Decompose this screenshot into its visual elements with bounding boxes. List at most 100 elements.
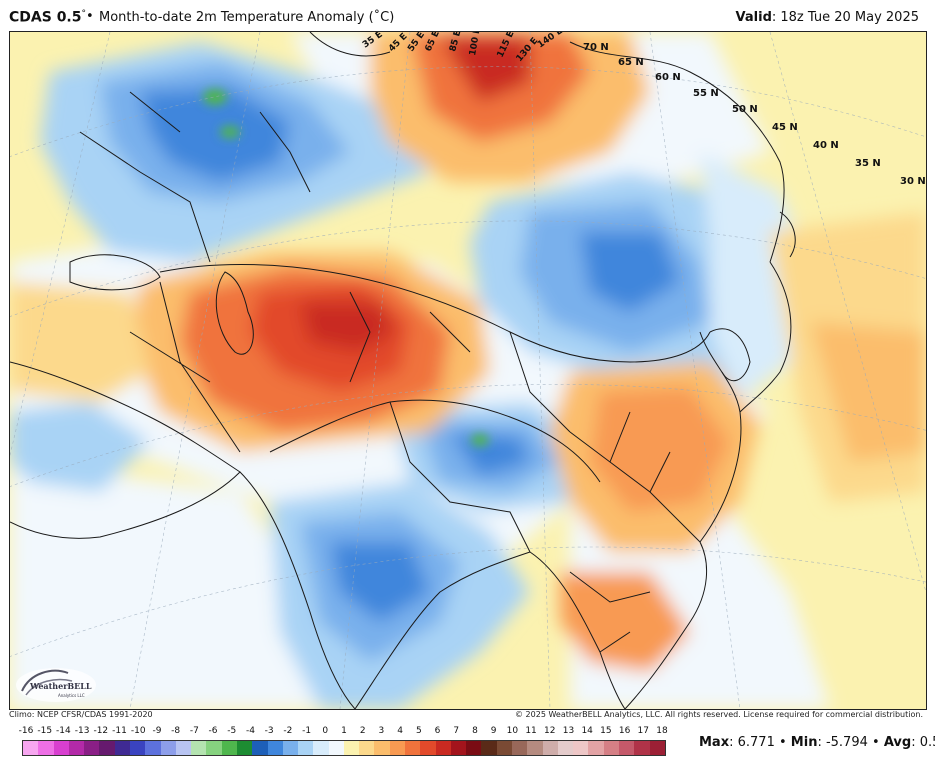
legend-tick-label: -14: [56, 726, 71, 736]
legend-tick-label: -5: [227, 726, 237, 736]
legend-tick-label: -15: [37, 726, 53, 736]
legend-swatch: [527, 741, 543, 755]
legend-tick-label: 10: [506, 726, 519, 736]
svg-text:Analytics LLC: Analytics LLC: [58, 693, 85, 698]
legend-swatch: [145, 741, 161, 755]
legend-tick-label: -16: [18, 726, 34, 736]
svg-text:WeatherBELL: WeatherBELL: [29, 681, 92, 691]
legend-swatch: [466, 741, 482, 755]
legend-swatch: [618, 741, 635, 755]
legend-swatch: [512, 741, 528, 755]
legend-swatch: [206, 741, 222, 755]
lat-label: 60 N: [655, 72, 681, 83]
legend-swatch: [267, 741, 283, 755]
legend-tick-label: 4: [397, 726, 403, 736]
green-patches: [203, 89, 489, 446]
legend-tick-label: 14: [581, 726, 593, 736]
legend-tick-label: 11: [525, 726, 537, 736]
copyright-note: © 2025 WeatherBELL Analytics, LLC. All r…: [515, 710, 923, 719]
legend-tick-label: -11: [112, 726, 127, 736]
legend-swatch: [420, 741, 436, 755]
legend-swatch: [236, 741, 253, 755]
legend-tick-label: 1: [341, 726, 347, 736]
legend-tick-label: 13: [562, 726, 575, 736]
legend-tick-label: -12: [93, 726, 109, 736]
legend-tick-label: -2: [283, 726, 293, 736]
legend-tick-label: -6: [208, 726, 218, 736]
legend-tick-label: 15: [600, 726, 612, 736]
legend-swatch: [435, 741, 451, 755]
legend-swatch: [129, 741, 146, 755]
legend-swatch: [252, 741, 268, 755]
legend-tick-label: -7: [189, 726, 199, 736]
legend-tick-label: -3: [264, 726, 274, 736]
climo-note: Climo: NCEP CFSR/CDAS 1991-2020: [9, 710, 153, 719]
legend-tick-label: 18: [656, 726, 668, 736]
legend-swatch: [649, 741, 665, 755]
legend-swatch: [450, 741, 467, 755]
anomaly-map: 35 E 45 E 55 E 65 E 85 E 100 E 115 E 130…: [9, 31, 927, 710]
legend-swatch: [23, 741, 39, 755]
legend-swatch: [282, 741, 299, 755]
legend-swatch: [573, 741, 589, 755]
legend-swatch: [542, 741, 558, 755]
legend-swatch: [68, 741, 85, 755]
lat-label: 70 N: [583, 42, 609, 53]
legend-swatch: [38, 741, 54, 755]
valid-time: Valid: 18z Tue 20 May 2025: [735, 10, 919, 25]
legend-swatch: [359, 741, 375, 755]
legend-tick-label: -4: [245, 726, 255, 736]
legend-tick-label: 17: [637, 726, 650, 736]
color-legend-swatches: [22, 740, 666, 756]
legend-swatch: [374, 741, 390, 755]
legend-tick-label: 16: [618, 726, 631, 736]
legend-swatch: [99, 741, 115, 755]
legend-swatch: [221, 741, 237, 755]
lat-label: 40 N: [813, 140, 839, 151]
legend-swatch: [634, 741, 650, 755]
legend-swatch: [557, 741, 574, 755]
graticule: [10, 32, 926, 709]
legend-swatch: [405, 741, 421, 755]
weatherbell-logo: WeatherBELL Analytics LLC: [12, 663, 100, 705]
map-header: CDAS 0.5° • Month-to-date 2m Temperature…: [0, 0, 935, 30]
legend-tick-label: -1: [302, 726, 312, 736]
legend-tick-label: -10: [130, 726, 146, 736]
lat-label: 30 N: [900, 176, 926, 187]
lat-label: 45 N: [772, 122, 798, 133]
legend-tick-label: 8: [472, 726, 478, 736]
legend-swatch: [343, 741, 360, 755]
legend-tick-label: -9: [152, 726, 162, 736]
map-title: Month-to-date 2m Temperature Anomaly (˚C…: [99, 10, 395, 25]
lat-label: 55 N: [693, 88, 719, 99]
legend-tick-label: -13: [74, 726, 90, 736]
legend-swatch: [175, 741, 192, 755]
legend-tick-label: 7: [453, 726, 460, 736]
legend-swatch: [313, 741, 329, 755]
legend-tick-label: 2: [359, 726, 366, 736]
legend-swatch: [53, 741, 69, 755]
legend-swatch: [496, 741, 512, 755]
legend-swatch: [160, 741, 176, 755]
legend-swatch: [328, 741, 344, 755]
lat-label: 65 N: [618, 57, 644, 68]
legend-tick-label: -8: [171, 726, 181, 736]
legend-swatch: [84, 741, 100, 755]
legend-swatch: [603, 741, 619, 755]
title-separator: •: [86, 9, 94, 24]
color-legend-labels: -16 -15 -14 -13 -12 -11 -10 -9 -8 -7 -6 -5 -4 -3 -2 -1 0…: [18, 726, 668, 740]
legend-swatch: [191, 741, 207, 755]
legend-swatch: [389, 741, 406, 755]
legend-swatch: [481, 741, 497, 755]
legend-tick-label: 9: [490, 726, 497, 736]
legend-swatch: [588, 741, 604, 755]
legend-tick-label: 3: [378, 726, 385, 736]
legend-swatch: [114, 741, 130, 755]
borders: [10, 32, 796, 709]
lat-label: 50 N: [732, 104, 758, 115]
lat-label: 35 N: [855, 158, 881, 169]
legend-tick-label: 12: [544, 726, 556, 736]
field-stats: Max: 6.771 • Min: -5.794 • Avg: 0.566: [699, 735, 935, 750]
product-name: CDAS 0.5°: [9, 9, 86, 26]
legend-tick-label: 0: [322, 726, 329, 736]
